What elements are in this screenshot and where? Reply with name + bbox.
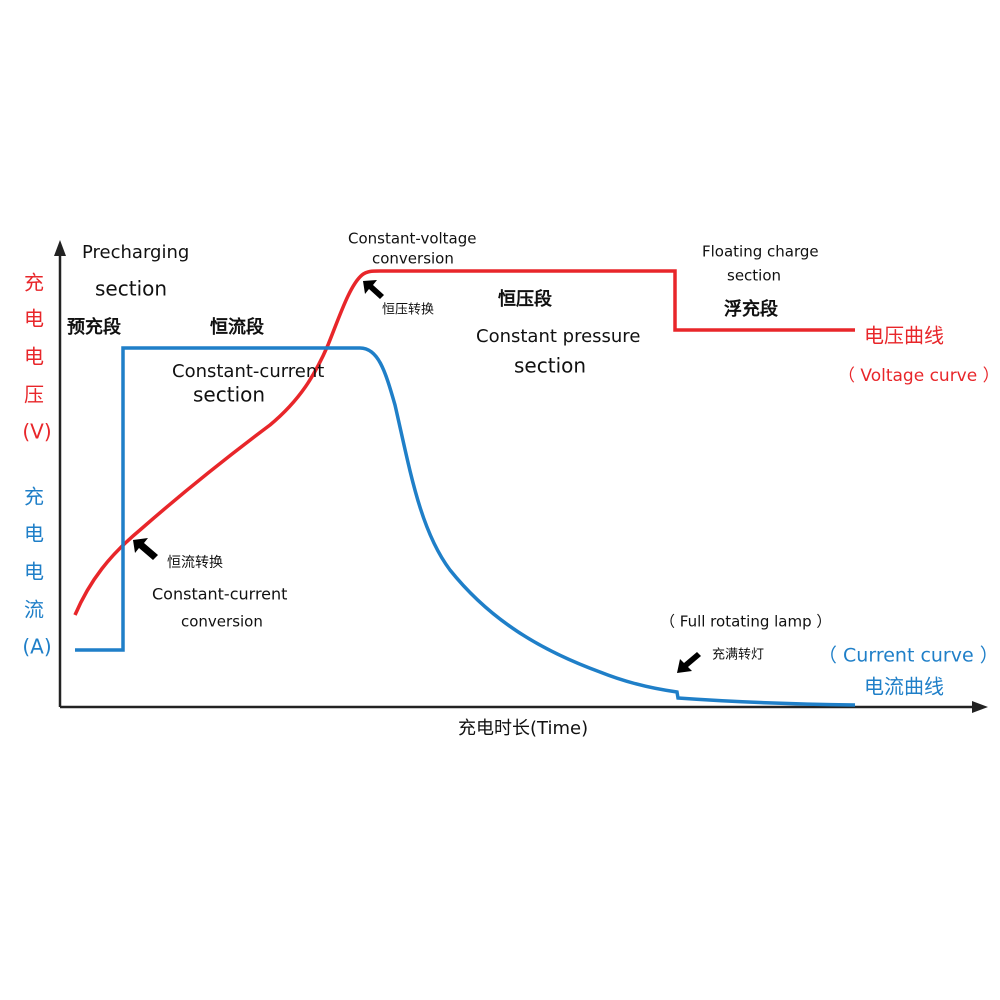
x-axis-label: 充电时长(Time) [458, 718, 588, 739]
x-axis-arrow [972, 701, 988, 713]
arrows [133, 280, 701, 673]
y-voltage-label: 电 [24, 345, 44, 369]
y-voltage-label: 充 [24, 271, 44, 295]
current-curve [75, 346, 856, 707]
voltage-curve [73, 269, 855, 616]
full-lamp-label: （ Full rotating lamp ） [660, 613, 831, 631]
cv-conversion-label: conversion [372, 250, 454, 268]
precharge-label: Precharging [82, 242, 189, 263]
cc-conversion-label: Constant-current [152, 585, 287, 604]
y-voltage-label: 电 [24, 307, 44, 331]
precharge-label: 预充段 [67, 316, 122, 338]
cv-arrow [363, 280, 384, 299]
y-current-label: (A) [22, 635, 51, 659]
cv-label: 恒压段 [498, 288, 553, 310]
y-current-label: 充 [24, 485, 44, 509]
cc-conversion-label: conversion [181, 613, 263, 631]
cc-label: 恒流段 [210, 316, 265, 338]
axes [54, 240, 988, 713]
current-curve-label: （ Current curve ） [818, 645, 999, 667]
current-curve-label: 电流曲线 [864, 675, 944, 699]
cv-conversion-label: 恒压转换 [382, 303, 434, 318]
y-current-label: 电 [24, 560, 44, 584]
full-lamp-label: 充满转灯 [712, 647, 764, 663]
y-voltage-label: 压 [24, 383, 44, 407]
cv-label: section [514, 354, 586, 378]
cc-conversion-label: 恒流转换 [167, 554, 223, 571]
floating-label: 浮充段 [724, 298, 779, 320]
cc-label: section [193, 383, 265, 407]
cv-label: Constant pressure [476, 326, 640, 347]
y-current-label: 电 [24, 522, 44, 546]
y-voltage-label: (V) [22, 420, 51, 444]
full-arrow [677, 652, 701, 673]
voltage-curve-label: （ Voltage curve ） [838, 366, 1000, 386]
voltage-curve-label: 电压曲线 [864, 324, 944, 348]
floating-label: section [727, 267, 781, 285]
y-axis-arrow [54, 240, 66, 256]
precharge-label: section [95, 277, 167, 301]
y-current-label: 流 [24, 598, 44, 622]
cc-label: Constant-current [172, 361, 324, 382]
floating-label: Floating charge [702, 243, 819, 261]
cc-arrow [133, 538, 158, 560]
cv-conversion-label: Constant-voltage [348, 230, 477, 248]
